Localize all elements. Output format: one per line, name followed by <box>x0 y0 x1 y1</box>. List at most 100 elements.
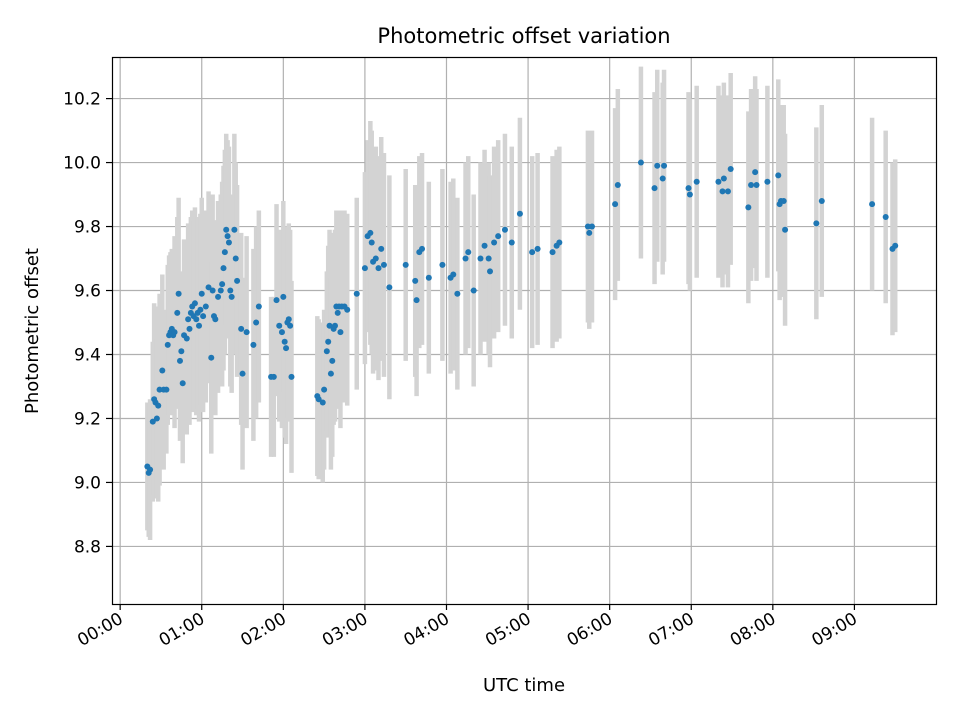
data-point <box>775 172 782 179</box>
data-point <box>217 287 224 294</box>
data-point <box>238 325 245 332</box>
data-point <box>419 245 426 252</box>
data-point <box>462 255 469 262</box>
data-point <box>193 316 200 323</box>
data-point <box>813 220 820 227</box>
y-tick-label: 9.8 <box>74 218 101 238</box>
y-axis-title: Photometric offset <box>22 248 43 414</box>
chart-title: Photometric offset variation <box>377 24 670 48</box>
data-point <box>220 265 227 272</box>
data-point <box>782 226 789 233</box>
data-point <box>485 255 492 262</box>
data-point <box>745 204 752 211</box>
data-point <box>197 306 204 313</box>
y-tick-label: 9.4 <box>74 345 101 365</box>
data-point <box>164 341 171 348</box>
data-point <box>221 249 228 256</box>
data-point <box>764 178 771 185</box>
data-point <box>200 313 207 320</box>
data-point <box>780 197 787 204</box>
data-point <box>208 354 215 361</box>
data-point <box>481 242 488 249</box>
data-point <box>367 229 374 236</box>
data-point <box>171 329 178 336</box>
data-point <box>491 239 498 246</box>
data-point <box>280 293 287 300</box>
data-point <box>693 178 700 185</box>
data-point <box>329 357 336 364</box>
data-point <box>205 284 212 291</box>
data-point <box>255 303 262 310</box>
data-point <box>334 309 341 316</box>
data-point <box>178 348 185 355</box>
data-point <box>869 201 876 208</box>
x-axis-title: UTC time <box>483 675 565 696</box>
data-point <box>753 181 760 188</box>
data-point <box>549 249 556 256</box>
data-point <box>153 415 160 422</box>
data-point <box>686 191 693 198</box>
data-point <box>748 181 755 188</box>
data-point <box>183 335 190 342</box>
data-point <box>209 287 216 294</box>
data-point <box>386 284 393 291</box>
data-point <box>470 287 477 294</box>
data-point <box>637 159 644 166</box>
data-point <box>163 386 170 393</box>
data-point <box>534 245 541 252</box>
data-point <box>219 281 226 288</box>
data-point <box>288 373 295 380</box>
data-point <box>253 319 260 326</box>
data-point <box>412 277 419 284</box>
data-point <box>495 233 502 240</box>
data-point <box>223 226 230 233</box>
data-point <box>450 271 457 278</box>
data-point <box>185 316 192 323</box>
data-point <box>659 175 666 182</box>
data-point <box>353 290 360 297</box>
data-point <box>378 245 385 252</box>
data-point <box>454 290 461 297</box>
data-point <box>375 265 382 272</box>
data-point <box>361 265 368 272</box>
data-point <box>212 316 219 323</box>
data-point <box>224 233 231 240</box>
data-point <box>425 274 432 281</box>
data-point <box>239 370 246 377</box>
data-point <box>727 165 734 172</box>
data-point <box>191 300 198 307</box>
data-point <box>661 162 668 169</box>
data-point <box>227 287 234 294</box>
data-point <box>147 466 154 473</box>
data-point <box>344 306 351 313</box>
data-point <box>321 386 328 393</box>
data-point <box>234 277 241 284</box>
data-point <box>323 348 330 355</box>
data-point <box>413 297 420 304</box>
data-point <box>228 293 235 300</box>
data-point <box>319 399 326 406</box>
data-point <box>225 239 232 246</box>
data-point <box>174 309 181 316</box>
data-point <box>327 370 334 377</box>
data-point <box>186 325 193 332</box>
data-point <box>231 226 238 233</box>
data-point <box>715 178 722 185</box>
y-axis: 8.8 9.0 9.2 9.4 9.6 9.8 10.0 10.2 <box>63 90 112 557</box>
data-point <box>465 249 472 256</box>
data-point <box>250 341 257 348</box>
data-point <box>892 242 899 249</box>
y-tick-label: 8.8 <box>74 537 101 557</box>
data-point <box>149 418 156 425</box>
data-point <box>179 380 186 387</box>
data-point <box>175 290 182 297</box>
data-point <box>380 261 387 268</box>
data-point <box>586 229 593 236</box>
y-tick-label: 10.0 <box>63 154 101 174</box>
data-point <box>516 210 523 217</box>
data-point <box>752 169 759 176</box>
data-point <box>232 255 239 262</box>
data-point <box>402 261 409 268</box>
